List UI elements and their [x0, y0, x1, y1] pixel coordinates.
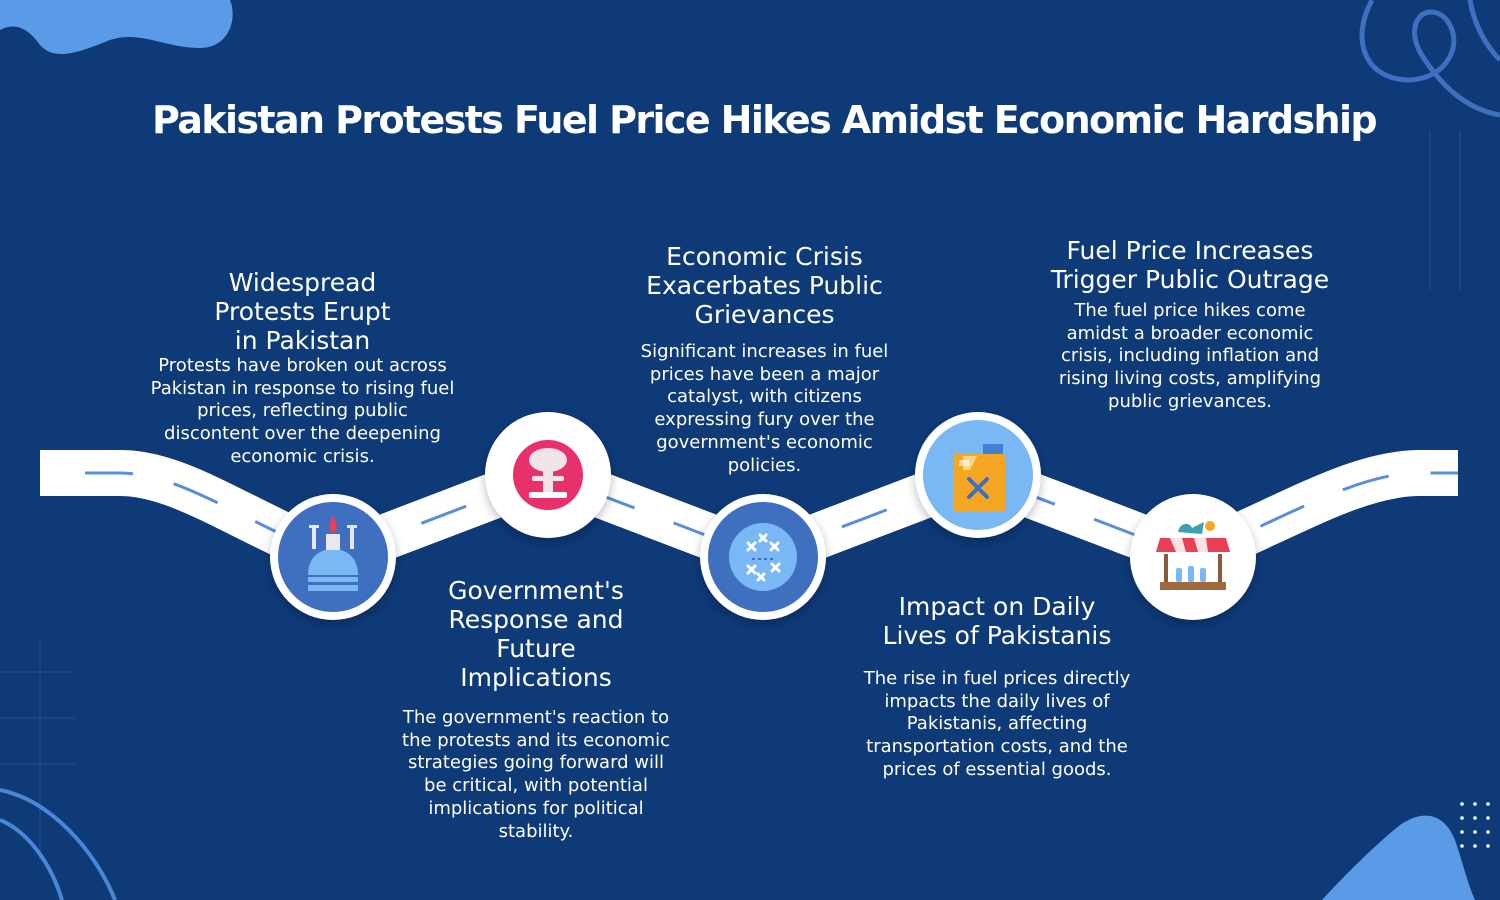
step-5-body: The fuel price hikes come amidst a broad… — [1058, 300, 1322, 412]
dot-grid — [1460, 802, 1490, 848]
step-5-text: Fuel Price Increases Trigger Public Outr… — [1045, 236, 1335, 414]
top-right-swirl — [1359, 0, 1500, 118]
page-title: Pakistan Protests Fuel Price Hikes Amids… — [152, 98, 1378, 142]
step-3-node — [700, 494, 826, 620]
step-2-body: The government's reaction to the protest… — [402, 707, 670, 842]
step-4-text: Impact on Daily Lives of Pakistanis The … — [855, 592, 1139, 782]
grid-decoration — [0, 130, 1461, 860]
step-4-body: The rise in fuel prices directly impacts… — [863, 668, 1131, 780]
step-1-text: Widespread Protests Erupt in Pakistan Pr… — [150, 268, 455, 469]
top-left-blob — [0, 0, 233, 55]
step-4-heading: Impact on Daily Lives of Pakistanis — [882, 592, 1112, 650]
step-1-node — [270, 494, 396, 620]
step-4-node — [915, 412, 1041, 538]
step-3-heading: Economic Crisis Exacerbates Public Griev… — [646, 242, 883, 329]
step-3-body: Significant increases in fuel prices hav… — [640, 341, 889, 476]
step-3-text: Economic Crisis Exacerbates Public Griev… — [622, 242, 907, 477]
market-stall-icon — [1156, 521, 1230, 590]
step-2-text: Government's Response and Future Implica… — [395, 576, 677, 843]
strategy-board-icon — [708, 502, 818, 612]
bottom-right-blob — [1322, 815, 1475, 900]
protest-dome-icon — [278, 502, 388, 612]
step-1-heading: Widespread Protests Erupt in Pakistan — [214, 268, 391, 355]
step-1-body: Protests have broken out across Pakistan… — [150, 355, 455, 467]
bottom-left-arcs — [0, 788, 117, 900]
step-2-heading: Government's Response and Future Implica… — [448, 576, 624, 692]
step-2-node — [485, 412, 611, 538]
step-5-heading: Fuel Price Increases Trigger Public Outr… — [1050, 236, 1330, 294]
explosion-icon — [513, 440, 583, 510]
fuel-can-icon — [923, 420, 1033, 530]
step-5-node — [1130, 494, 1256, 620]
